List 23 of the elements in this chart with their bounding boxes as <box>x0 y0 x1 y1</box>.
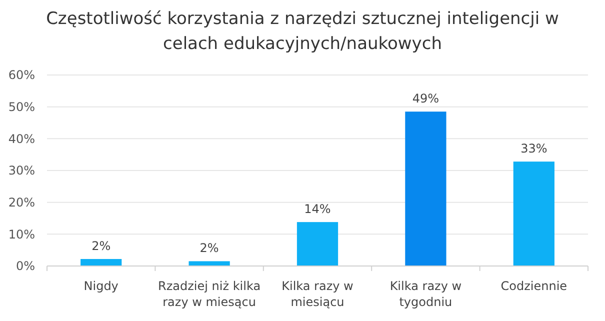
data-label: 2% <box>92 238 111 253</box>
data-label: 2% <box>200 241 219 256</box>
bar <box>405 112 446 266</box>
y-tick-label: 40% <box>8 132 35 146</box>
data-label: 33% <box>520 142 548 156</box>
y-tick-label: 50% <box>8 100 35 114</box>
y-tick-label: 20% <box>8 196 35 210</box>
y-tick-label: 10% <box>8 227 35 242</box>
chart-title: Częstotliwość korzystania z narzędzi sztucznej inteligencji w celach edukacyjnych/naukowych <box>46 9 560 54</box>
bar <box>296 222 338 266</box>
x-tick-label: Kilka razy w tygodniu <box>390 279 462 309</box>
y-tick-label: 0% <box>16 259 35 274</box>
data-label: 14% <box>304 202 331 216</box>
y-tick-label: 60% <box>8 68 35 82</box>
x-tick-label: Codziennie <box>500 279 568 293</box>
x-tick-label: Kilka razy w miesiącu <box>282 279 354 309</box>
x-tick-label: Rzadziej niż kilka razy w miesącu <box>158 279 261 309</box>
bar <box>188 261 230 266</box>
data-label: 49% <box>412 92 440 106</box>
x-tick-label: Nigdy <box>84 279 118 293</box>
bar <box>80 258 122 266</box>
y-tick-label: 30% <box>8 164 35 178</box>
bar <box>513 162 554 266</box>
